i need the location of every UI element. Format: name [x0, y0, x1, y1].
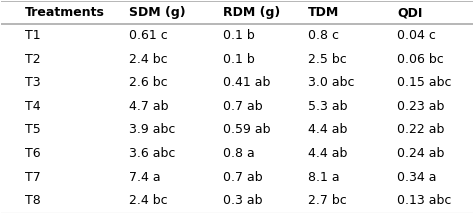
Text: T2: T2 [25, 53, 41, 65]
Text: 0.8 c: 0.8 c [308, 29, 339, 42]
Text: T6: T6 [25, 147, 41, 160]
Text: T5: T5 [25, 123, 41, 137]
Text: 0.8 a: 0.8 a [223, 147, 255, 160]
Text: 2.5 bc: 2.5 bc [308, 53, 346, 65]
Text: 4.7 ab: 4.7 ab [128, 100, 168, 113]
Text: 3.9 abc: 3.9 abc [128, 123, 175, 137]
Text: 0.1 b: 0.1 b [223, 29, 255, 42]
Text: 3.0 abc: 3.0 abc [308, 76, 354, 89]
Text: T7: T7 [25, 171, 41, 184]
Text: T3: T3 [25, 76, 41, 89]
Text: T1: T1 [25, 29, 41, 42]
Text: 0.59 ab: 0.59 ab [223, 123, 270, 137]
Text: 0.22 ab: 0.22 ab [397, 123, 445, 137]
Text: 2.4 bc: 2.4 bc [128, 194, 167, 207]
Text: 7.4 a: 7.4 a [128, 171, 160, 184]
Text: RDM (g): RDM (g) [223, 6, 280, 19]
Text: 0.34 a: 0.34 a [397, 171, 437, 184]
Text: T8: T8 [25, 194, 41, 207]
Text: 2.7 bc: 2.7 bc [308, 194, 346, 207]
Text: 0.7 ab: 0.7 ab [223, 100, 263, 113]
Text: 2.4 bc: 2.4 bc [128, 53, 167, 65]
Text: 2.6 bc: 2.6 bc [128, 76, 167, 89]
Text: 4.4 ab: 4.4 ab [308, 123, 347, 137]
Text: 0.41 ab: 0.41 ab [223, 76, 270, 89]
Text: 0.15 abc: 0.15 abc [397, 76, 452, 89]
Text: 0.61 c: 0.61 c [128, 29, 167, 42]
Text: Treatments: Treatments [25, 6, 105, 19]
Text: SDM (g): SDM (g) [128, 6, 185, 19]
Text: 0.23 ab: 0.23 ab [397, 100, 445, 113]
Text: TDM: TDM [308, 6, 339, 19]
Text: 4.4 ab: 4.4 ab [308, 147, 347, 160]
Text: 0.13 abc: 0.13 abc [397, 194, 452, 207]
Text: 0.7 ab: 0.7 ab [223, 171, 263, 184]
Text: 3.6 abc: 3.6 abc [128, 147, 175, 160]
Text: QDI: QDI [397, 6, 423, 19]
Text: 0.1 b: 0.1 b [223, 53, 255, 65]
Text: 0.24 ab: 0.24 ab [397, 147, 445, 160]
Text: 0.3 ab: 0.3 ab [223, 194, 263, 207]
Text: T4: T4 [25, 100, 41, 113]
Text: 0.04 c: 0.04 c [397, 29, 436, 42]
Text: 0.06 bc: 0.06 bc [397, 53, 444, 65]
Text: 8.1 a: 8.1 a [308, 171, 339, 184]
Text: 5.3 ab: 5.3 ab [308, 100, 347, 113]
